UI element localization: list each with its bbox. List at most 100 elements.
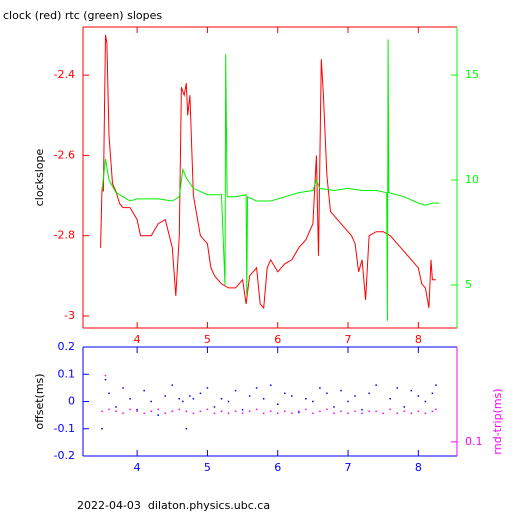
point xyxy=(199,392,202,395)
y-tick-label: 0 xyxy=(68,395,75,408)
point xyxy=(276,412,279,415)
point xyxy=(403,410,406,413)
point xyxy=(417,410,420,413)
point xyxy=(340,389,342,392)
point xyxy=(213,412,216,415)
point xyxy=(305,398,307,400)
point xyxy=(171,384,174,386)
point xyxy=(431,392,434,395)
point xyxy=(396,412,398,415)
point xyxy=(389,408,391,411)
point xyxy=(403,406,406,408)
point xyxy=(312,400,314,403)
y-tick-label: 0.2 xyxy=(58,340,76,353)
point xyxy=(354,410,356,413)
point xyxy=(333,412,335,415)
point xyxy=(122,387,124,389)
point xyxy=(354,395,356,397)
point xyxy=(347,400,349,403)
point xyxy=(241,408,244,411)
y-tick-label: 0.1 xyxy=(58,367,76,380)
x-tick-label: 4 xyxy=(134,333,141,346)
point xyxy=(108,408,110,411)
point xyxy=(326,408,328,411)
point xyxy=(192,398,195,400)
point xyxy=(185,410,188,413)
point xyxy=(101,410,103,413)
point xyxy=(417,395,420,397)
point xyxy=(104,378,107,381)
y2-tick-label: 0.1 xyxy=(465,435,483,448)
point xyxy=(241,412,244,415)
point xyxy=(178,398,181,400)
y-axis-label: clockslope xyxy=(33,149,46,207)
point xyxy=(368,410,370,413)
y2-tick-label: 5 xyxy=(465,278,472,291)
x-tick-label: 6 xyxy=(274,333,281,346)
point xyxy=(234,410,237,413)
point xyxy=(164,395,167,397)
point xyxy=(150,410,152,413)
point xyxy=(255,387,258,389)
point xyxy=(206,408,209,411)
point xyxy=(431,410,434,413)
point xyxy=(248,395,251,397)
point xyxy=(269,410,272,413)
point xyxy=(284,392,286,395)
point xyxy=(424,400,427,403)
point xyxy=(115,410,117,413)
point xyxy=(178,408,181,411)
point xyxy=(129,408,131,411)
series-line xyxy=(101,39,440,321)
point xyxy=(199,410,202,413)
point xyxy=(333,406,335,408)
x-tick-label: 7 xyxy=(345,333,352,346)
point xyxy=(305,408,307,411)
point xyxy=(143,412,145,415)
point xyxy=(227,412,230,415)
y-tick-label: -2.4 xyxy=(54,68,75,81)
point xyxy=(382,412,384,415)
point xyxy=(291,395,293,397)
chart-title: clock (red) rtc (green) slopes xyxy=(3,9,162,22)
point xyxy=(410,389,413,392)
point xyxy=(234,389,237,392)
point xyxy=(424,412,427,415)
point xyxy=(220,398,223,400)
point xyxy=(361,412,363,415)
point xyxy=(298,411,300,414)
point xyxy=(368,392,370,395)
x-tick-label: 4 xyxy=(134,461,141,474)
point xyxy=(185,428,188,430)
point xyxy=(171,410,174,413)
point xyxy=(227,400,230,403)
point xyxy=(312,412,314,415)
y2-tick-label: 15 xyxy=(465,68,479,81)
y-tick-label: -2.6 xyxy=(54,148,75,161)
point xyxy=(206,387,209,389)
point xyxy=(115,406,117,408)
y2-tick-label: 10 xyxy=(465,173,479,186)
point xyxy=(182,400,184,403)
point xyxy=(340,410,342,413)
point xyxy=(298,410,300,413)
point xyxy=(435,384,437,386)
point xyxy=(276,403,279,405)
point xyxy=(375,410,377,413)
point xyxy=(248,410,251,413)
point xyxy=(136,408,138,411)
point xyxy=(291,412,293,415)
point xyxy=(389,398,391,400)
point xyxy=(410,412,413,415)
point xyxy=(396,387,398,389)
y-axis-label: offset(ms) xyxy=(33,373,46,429)
footer: 2022-04-03 dilaton.physics.ubc.ca xyxy=(77,499,270,512)
point xyxy=(189,395,191,397)
point xyxy=(284,410,286,413)
point xyxy=(220,410,223,413)
point xyxy=(347,412,349,415)
point xyxy=(326,392,328,395)
x-tick-label: 7 xyxy=(345,461,352,474)
point xyxy=(361,408,363,411)
